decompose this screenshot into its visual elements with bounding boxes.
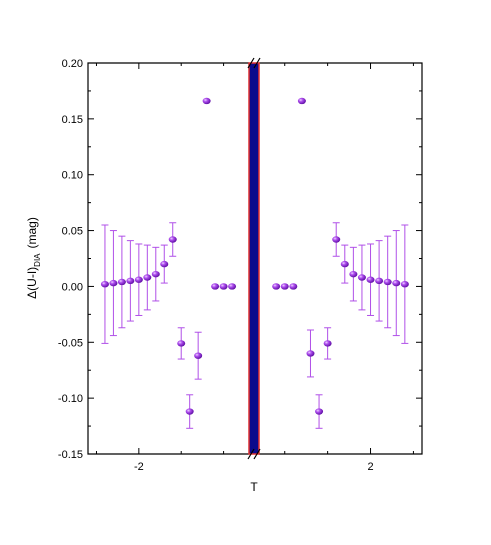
data-point [297, 97, 306, 105]
data-point [126, 277, 135, 285]
data-point [323, 340, 332, 347]
y-tick-label: -0.15 [58, 449, 83, 461]
data-point [289, 283, 298, 290]
data-point [272, 283, 281, 290]
axis-break-band [247, 57, 261, 460]
data-point [349, 270, 358, 278]
y-axis-label: Δ(U-I)DIA (mag) [25, 217, 42, 299]
left-panel-frame [87, 62, 249, 455]
right-panel-frame [259, 62, 423, 455]
data-point [185, 408, 194, 415]
data-point [211, 283, 220, 290]
data-points [100, 97, 409, 415]
data-point [392, 279, 401, 287]
data-point [332, 236, 341, 243]
y-axis-label-subscript: DIA [33, 253, 42, 267]
data-point [383, 278, 392, 286]
data-point [306, 350, 315, 357]
data-point [357, 274, 366, 281]
data-point [219, 283, 228, 290]
axis-break-mark [247, 448, 261, 460]
y-tick-label: -0.05 [58, 337, 83, 349]
y-tick-label: 0.10 [62, 170, 83, 182]
data-point [168, 236, 177, 243]
y-tick-label: 0.05 [62, 226, 83, 238]
x-axis-ticks: -2 2 [95, 63, 414, 473]
x-axis-label: T [250, 480, 258, 494]
axis-break-mark [247, 57, 261, 69]
data-point [109, 279, 118, 287]
data-point [100, 280, 109, 288]
left-panel [87, 62, 249, 455]
data-point [143, 274, 152, 281]
data-point [375, 277, 384, 285]
data-point [228, 283, 237, 290]
x-tick-label: -2 [134, 461, 144, 473]
data-point [117, 278, 126, 286]
data-point [366, 276, 375, 283]
y-axis-label-main: Δ(U-I) [25, 267, 39, 299]
data-point [151, 270, 160, 278]
data-point [194, 352, 203, 359]
data-point [134, 276, 143, 283]
break-band-rect [248, 62, 260, 455]
data-point [315, 408, 324, 415]
x-tick-label: 2 [367, 461, 373, 473]
data-point [340, 260, 349, 268]
data-point [400, 280, 409, 288]
y-axis-label-unit: (mag) [25, 217, 39, 248]
data-point [202, 97, 211, 105]
y-tick-label: -0.10 [58, 393, 83, 405]
right-panel [259, 62, 423, 455]
y-tick-label: 0.00 [62, 281, 83, 293]
y-tick-label: 0.15 [62, 114, 83, 126]
y-tick-label: 0.20 [62, 58, 83, 70]
data-point [177, 340, 186, 347]
data-point [280, 283, 289, 290]
data-point [160, 260, 169, 268]
y-axis-ticks: 0.20 0.15 0.10 0.05 0.00 -0.05 -0.10 -0.15 [58, 58, 422, 461]
